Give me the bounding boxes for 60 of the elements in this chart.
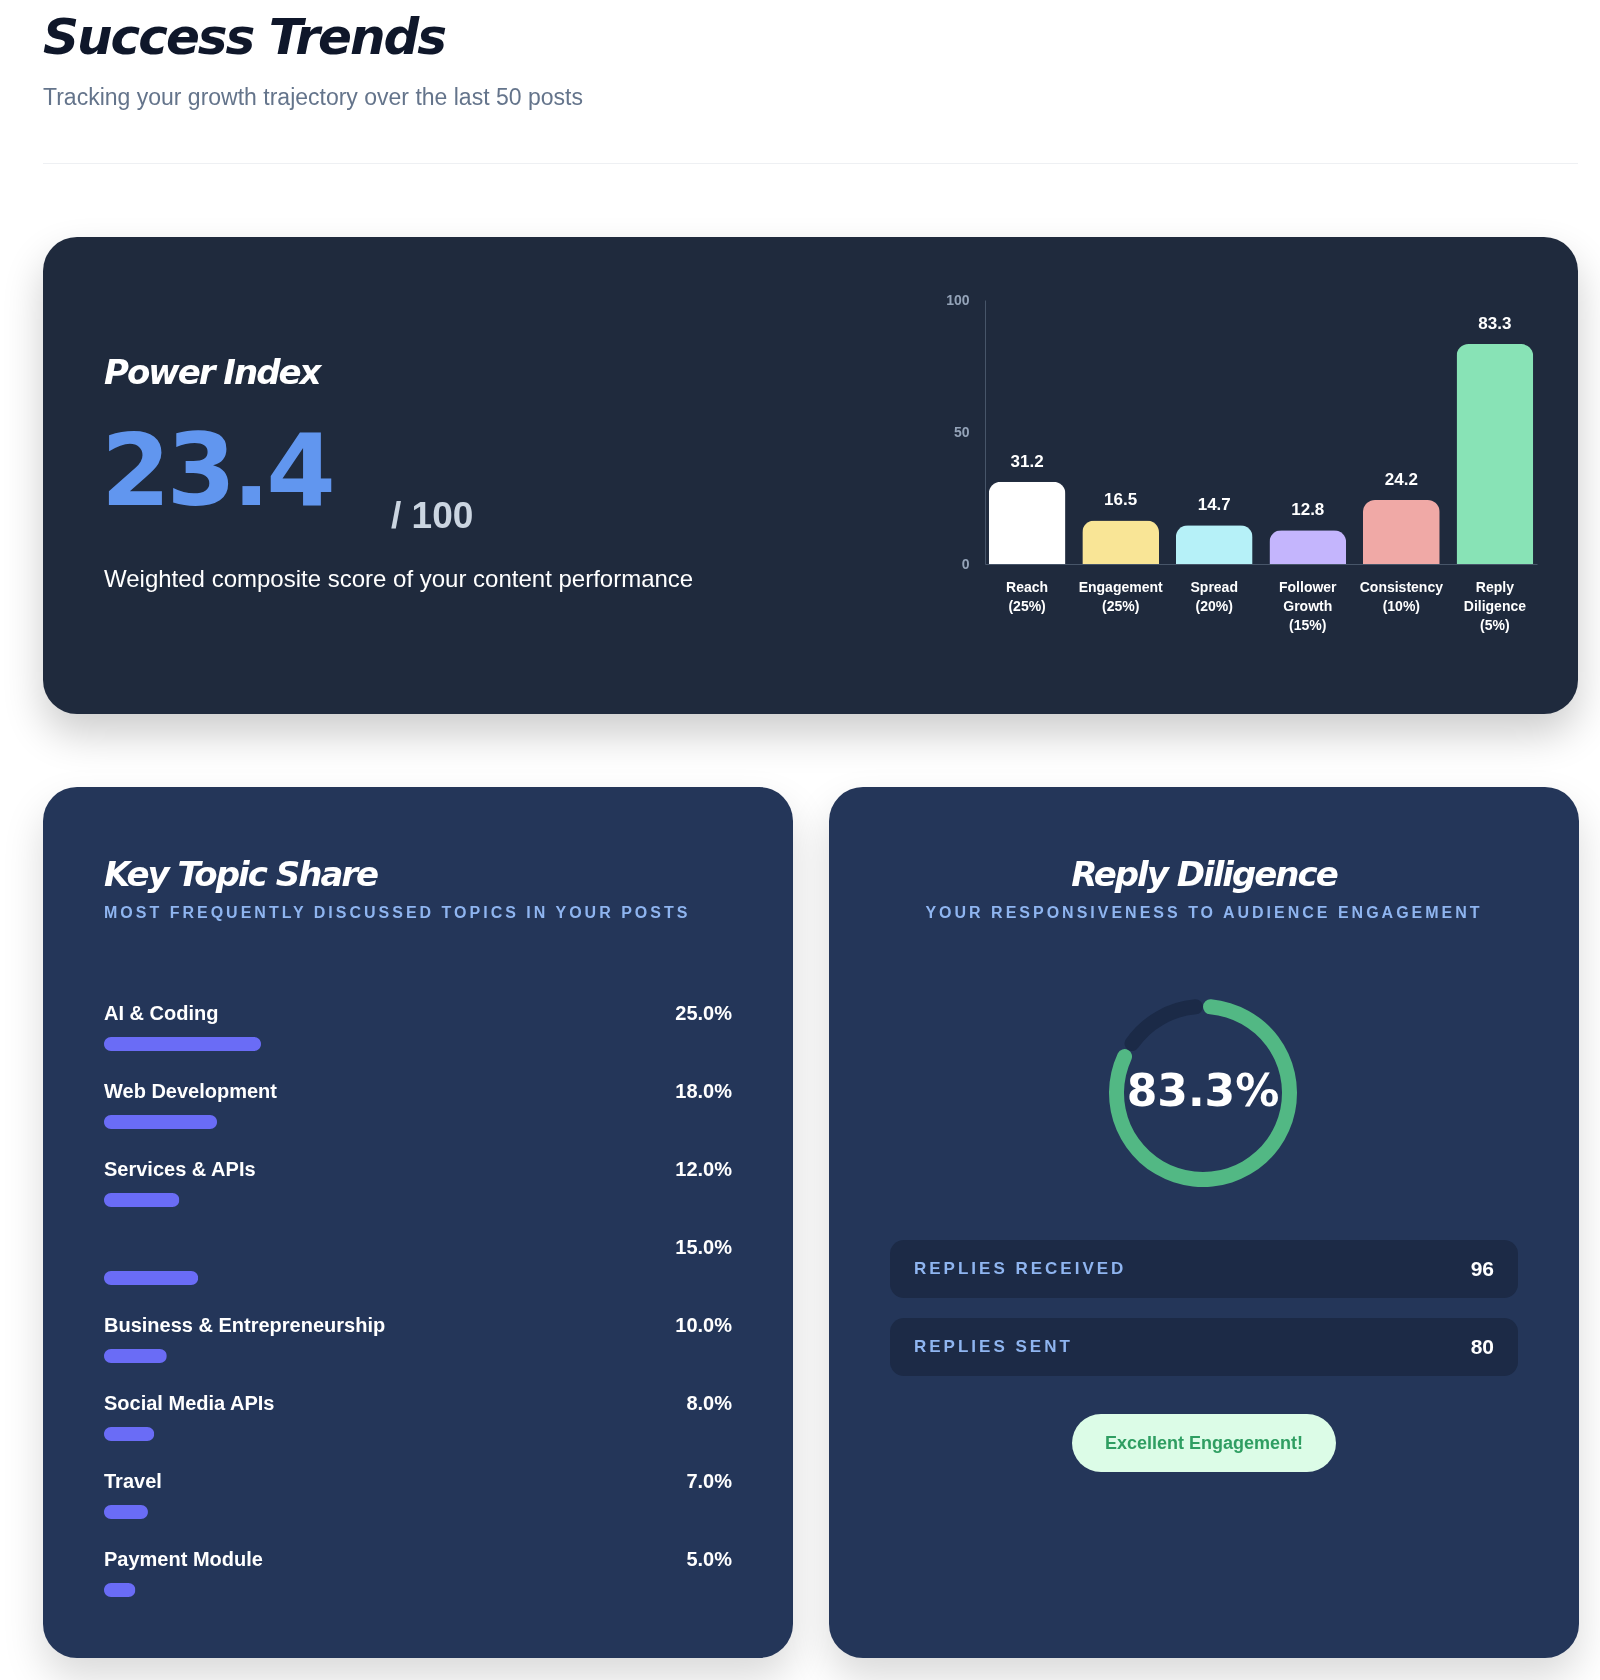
text: / 100 xyxy=(391,495,474,537)
text: REPLIES RECEIVED xyxy=(914,1259,1127,1279)
data-label: 24.2 xyxy=(1384,470,1418,490)
y-tick-label: 100 xyxy=(946,291,970,308)
text: Success Trends xyxy=(43,8,446,66)
chart-title: Key Topic Share xyxy=(104,854,378,894)
text: Excellent Engagement! xyxy=(1072,1414,1336,1472)
y-tick-label: Travel xyxy=(104,1470,162,1492)
data-label: 7.0% xyxy=(686,1470,733,1492)
chart-title: Reply Diligence xyxy=(1070,854,1339,894)
bar xyxy=(104,1349,167,1363)
text: Weighted composite score of your content performance xyxy=(104,565,694,593)
x-tick-label: Follower Growth (15%) xyxy=(1279,578,1338,633)
data-label: 12.8 xyxy=(1291,500,1325,520)
bar xyxy=(104,1193,180,1207)
text: REPLIES SENT xyxy=(914,1337,1073,1357)
y-tick-label: Web Development xyxy=(104,1080,278,1102)
data-label: 16.5 xyxy=(1104,490,1138,510)
y-tick-label: Payment Module xyxy=(104,1548,263,1570)
text: 23.4 xyxy=(101,412,332,529)
y-tick-label: Business & Entrepreneurship xyxy=(104,1314,386,1336)
text: Tracking your growth trajectory over the last 50 posts xyxy=(43,84,583,111)
bar xyxy=(104,1427,155,1441)
text: Power Index xyxy=(104,352,320,392)
bar xyxy=(1362,500,1440,564)
data-label: 25.0% xyxy=(675,1002,733,1024)
data-label: 31.2 xyxy=(1010,451,1044,471)
text: 96 xyxy=(1470,1257,1494,1281)
donut-slice xyxy=(1109,999,1297,1187)
data-label: 10.0% xyxy=(675,1314,733,1336)
bar xyxy=(104,1115,218,1129)
y-tick-label: 0 xyxy=(961,555,970,572)
bar xyxy=(1269,530,1347,564)
data-label: 14.7 xyxy=(1197,495,1231,515)
data-label: 15.0% xyxy=(675,1236,733,1258)
y-tick-label: Services & APIs xyxy=(104,1158,256,1180)
bar xyxy=(1082,520,1160,564)
x-tick-label: Engagement (25%) xyxy=(1078,578,1163,614)
text: MOST FREQUENTLY DISCUSSED TOPICS IN YOUR POSTS xyxy=(104,904,691,922)
text: 80 xyxy=(1470,1335,1494,1359)
data-label: 8.0% xyxy=(686,1392,733,1414)
data-label: 12.0% xyxy=(675,1158,733,1180)
data-label: 83.3% xyxy=(1126,1065,1280,1116)
data-label: 5.0% xyxy=(686,1548,733,1570)
y-tick-label: Social Media APIs xyxy=(104,1392,275,1414)
x-tick-label: Reply Diligence (5%) xyxy=(1463,578,1527,633)
x-tick-label: Consistency (10%) xyxy=(1359,578,1444,614)
bar xyxy=(104,1037,261,1051)
donut-slice xyxy=(1124,999,1203,1052)
x-tick-label: Reach (25%) xyxy=(1006,578,1049,614)
bar xyxy=(1175,525,1253,564)
data-label: 18.0% xyxy=(675,1080,733,1102)
chart-subtitle: YOUR RESPONSIVENESS TO AUDIENCE ENGAGEMENT xyxy=(924,904,1484,922)
y-tick-label: AI & Coding xyxy=(104,1002,219,1024)
bar xyxy=(104,1271,199,1285)
x-tick-label: Spread (20%) xyxy=(1190,578,1238,614)
data-label: 83.3 xyxy=(1478,314,1512,334)
bar xyxy=(988,481,1066,564)
y-tick-label: 50 xyxy=(953,423,970,440)
bar xyxy=(1456,344,1534,564)
